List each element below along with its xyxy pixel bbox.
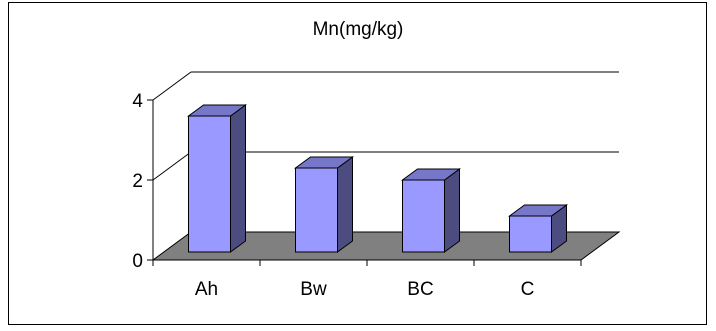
x-tick-label: BC bbox=[407, 279, 433, 300]
bar bbox=[509, 215, 552, 253]
bar-side bbox=[444, 168, 460, 253]
y-tick-label: 0 bbox=[132, 251, 143, 272]
x-tick-label: Ah bbox=[195, 279, 218, 300]
bar bbox=[188, 115, 231, 253]
y-tick-label: 2 bbox=[132, 171, 143, 192]
gridline-diagonal bbox=[152, 151, 192, 181]
x-tick-label: C bbox=[521, 279, 535, 300]
chart-title: Mn(mg/kg) bbox=[312, 19, 404, 40]
bar bbox=[402, 179, 445, 253]
bar bbox=[295, 167, 338, 253]
bar-side bbox=[230, 104, 246, 253]
bar-side bbox=[337, 156, 353, 253]
x-tick-label: Bw bbox=[300, 279, 327, 300]
y-tick-label: 4 bbox=[132, 91, 143, 112]
gridline-diagonal bbox=[152, 71, 192, 101]
chart-frame bbox=[8, 2, 707, 325]
